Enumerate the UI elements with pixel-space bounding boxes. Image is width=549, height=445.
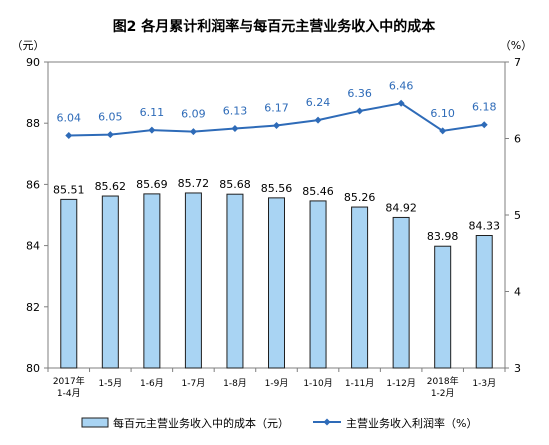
x-tick-label: 1-12月 xyxy=(386,378,415,389)
bar xyxy=(226,193,244,369)
bar xyxy=(184,192,202,369)
left-axis-tick-label: 82 xyxy=(26,301,40,314)
bar xyxy=(351,206,369,369)
line-point xyxy=(148,126,156,134)
legend-line-label: 主营业务收入利润率（%） xyxy=(346,416,477,430)
bar-data-label: 84.92 xyxy=(385,201,417,214)
x-tick-label: 1-11月 xyxy=(345,378,374,389)
legend: 每百元主营业务收入中的成本（元） 主营业务收入利润率（%） xyxy=(81,416,477,430)
x-tick-label: 1-4月 xyxy=(57,388,81,399)
x-tick-label: 1-2月 xyxy=(431,388,455,399)
x-tick-label: 1-10月 xyxy=(303,378,332,389)
x-tick-label: 2018年 xyxy=(427,375,459,387)
line-data-label: 6.46 xyxy=(389,79,414,92)
line-data-label: 6.24 xyxy=(306,96,331,109)
bar xyxy=(475,235,493,369)
line-point xyxy=(356,107,364,115)
left-axis-unit: （元） xyxy=(12,39,45,52)
x-tick-label: 1-6月 xyxy=(140,378,164,389)
line-data-label: 6.17 xyxy=(264,101,289,114)
bar xyxy=(143,193,161,369)
x-tick-label: 2017年 xyxy=(53,375,85,387)
x-tick-label: 1-3月 xyxy=(472,378,496,389)
x-tick-label: 1-8月 xyxy=(223,378,247,389)
bar xyxy=(268,197,285,369)
right-axis-tick-label: 3 xyxy=(514,362,521,375)
right-axis-unit: （%） xyxy=(500,39,532,52)
line-data-label: 6.11 xyxy=(140,106,165,119)
bar xyxy=(434,245,452,369)
line-data-label: 6.13 xyxy=(223,105,248,118)
line-point xyxy=(106,131,114,139)
left-axis-tick-label: 88 xyxy=(26,117,40,130)
line-data-label: 6.10 xyxy=(430,107,455,120)
right-axis-tick-label: 7 xyxy=(514,56,521,69)
bar-data-label: 85.62 xyxy=(95,180,127,193)
legend-bar-label: 每百元主营业务收入中的成本（元） xyxy=(113,416,289,430)
bar-data-label: 85.51 xyxy=(53,183,85,196)
line-point xyxy=(65,131,73,139)
bar xyxy=(309,200,327,369)
line-point xyxy=(231,125,239,133)
line-point xyxy=(439,127,447,135)
left-axis-tick-label: 90 xyxy=(26,56,40,69)
bar xyxy=(60,198,78,369)
right-axis-tick-label: 5 xyxy=(514,209,521,222)
chart-title: 图2 各月累计利润率与每百元主营业务收入中的成本 xyxy=(113,18,437,35)
x-tick-label: 1-7月 xyxy=(182,378,206,389)
line-data-label: 6.18 xyxy=(472,101,497,114)
bar xyxy=(101,195,119,369)
legend-bar-swatch xyxy=(81,417,109,428)
bar-data-label: 85.68 xyxy=(219,178,251,191)
line-data-label: 6.36 xyxy=(347,87,372,100)
bar xyxy=(392,216,410,369)
line-point xyxy=(397,99,405,107)
bar-data-label: 85.69 xyxy=(136,178,168,191)
x-tick-label: 1-5月 xyxy=(98,378,122,389)
line-point xyxy=(189,128,197,136)
left-axis-tick-label: 80 xyxy=(26,362,40,375)
legend-line-marker xyxy=(323,418,331,426)
bar-data-label: 85.72 xyxy=(178,177,210,190)
bar-data-label: 84.33 xyxy=(468,220,500,233)
right-axis-tick-label: 4 xyxy=(514,286,521,299)
line-data-label: 6.04 xyxy=(57,111,82,124)
bar-data-label: 85.46 xyxy=(302,185,334,198)
line-point xyxy=(480,121,488,129)
right-axis-tick-label: 6 xyxy=(514,133,521,146)
x-tick-label: 1-9月 xyxy=(265,378,289,389)
line-point xyxy=(314,116,322,124)
bar-data-label: 85.26 xyxy=(344,191,376,204)
bar-data-label: 83.98 xyxy=(427,230,459,243)
line-data-label: 6.09 xyxy=(181,108,206,121)
left-axis-tick-label: 84 xyxy=(26,240,40,253)
left-axis-tick-label: 86 xyxy=(26,178,40,191)
line-data-label: 6.05 xyxy=(98,111,123,124)
bar-data-label: 85.56 xyxy=(261,182,293,195)
line-point xyxy=(273,121,280,129)
